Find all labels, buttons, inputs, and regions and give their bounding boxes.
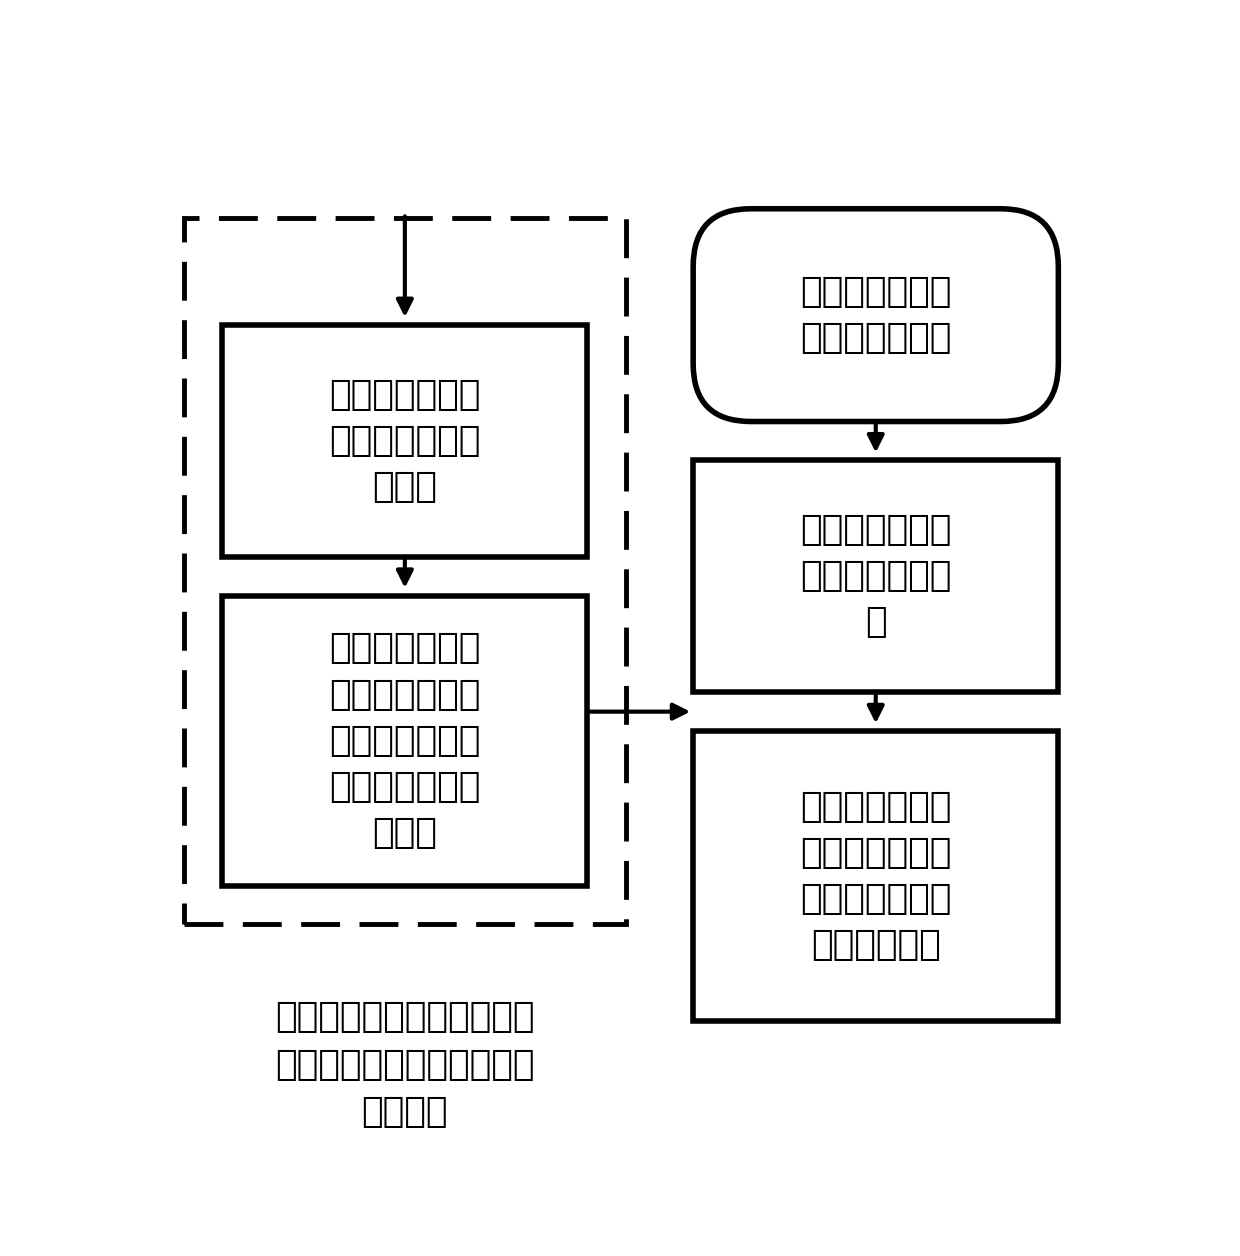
Text: 挖掘没能被正确判定的细胞
团，作为训练数据输入模型
重点训练: 挖掘没能被正确判定的细胞 团，作为训练数据输入模型 重点训练 bbox=[275, 1000, 534, 1129]
Text: 采用多分辨率输
入的三通道神经
网络模型训练可
疑病变细胞团判
定模型: 采用多分辨率输 入的三通道神经 网络模型训练可 疑病变细胞团判 定模型 bbox=[329, 632, 481, 850]
Bar bbox=[222, 595, 588, 885]
Bar bbox=[693, 731, 1059, 1021]
Text: 输入宫颈细胞病
理数字切片图像: 输入宫颈细胞病 理数字切片图像 bbox=[800, 275, 951, 355]
Text: 应用训练好的可
疑病变细胞团判
定模型对每个细
胞团进行判断: 应用训练好的可 疑病变细胞团判 定模型对每个细 胞团进行判断 bbox=[800, 790, 951, 962]
FancyBboxPatch shape bbox=[693, 208, 1059, 422]
Text: 离线建立可疑病
变细胞团的训练
样本集: 离线建立可疑病 变细胞团的训练 样本集 bbox=[329, 378, 481, 504]
Text: 提取切片图像中
单个的细胞团区
域: 提取切片图像中 单个的细胞团区 域 bbox=[800, 514, 951, 639]
Bar bbox=[184, 219, 626, 924]
Bar bbox=[693, 460, 1059, 692]
Bar bbox=[222, 325, 588, 556]
